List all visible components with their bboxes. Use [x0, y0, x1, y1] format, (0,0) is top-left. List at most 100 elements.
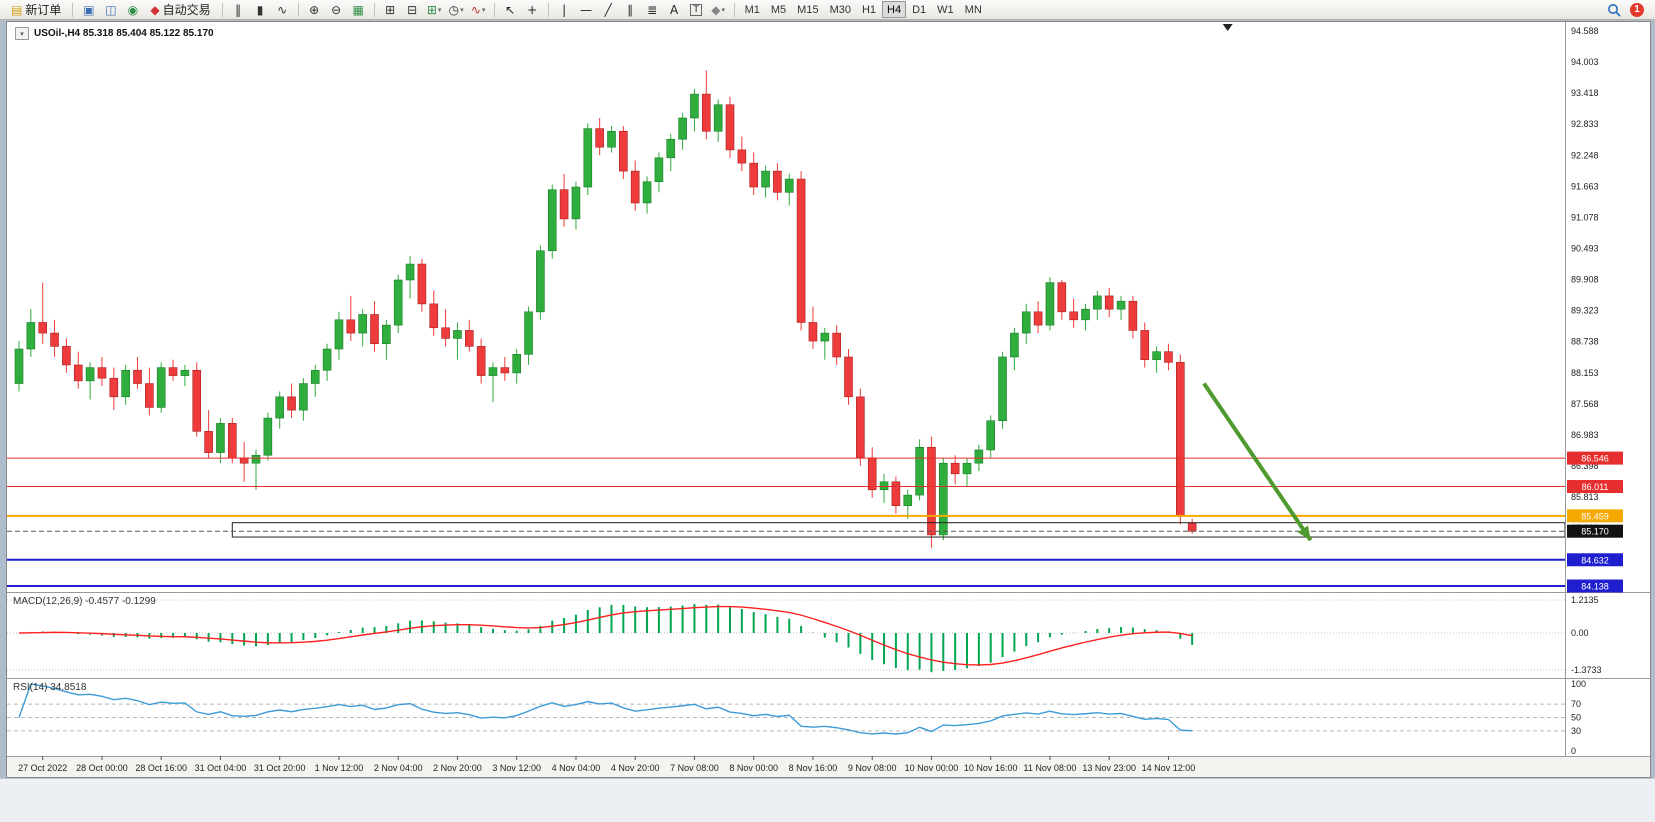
- svg-text:31 Oct 04:00: 31 Oct 04:00: [195, 763, 247, 773]
- svg-text:100: 100: [1571, 679, 1586, 689]
- price-badge-86.011: 86.011: [1567, 480, 1623, 494]
- svg-text:86.011: 86.011: [1582, 482, 1609, 492]
- line-chart-icon[interactable]: ∿: [272, 0, 293, 19]
- timeframe-m5[interactable]: M5: [770, 3, 787, 16]
- cursor-icon: ↖: [505, 2, 516, 17]
- svg-text:91.078: 91.078: [1571, 212, 1599, 222]
- timeframe-h1[interactable]: H1: [861, 3, 877, 16]
- svg-text:50: 50: [1571, 713, 1581, 723]
- new-order-icon: ▤: [11, 2, 23, 17]
- toolbar-right: 1: [1603, 0, 1650, 19]
- timeframe-d1[interactable]: D1: [912, 3, 927, 16]
- navigator-icon[interactable]: ◉: [122, 0, 143, 19]
- notification-badge[interactable]: 1: [1630, 2, 1644, 17]
- price-scale[interactable]: [1566, 22, 1650, 756]
- label-icon[interactable]: T: [686, 0, 707, 19]
- text-icon[interactable]: A: [664, 0, 685, 19]
- new-chart-icon[interactable]: ⊞ ▾: [424, 0, 445, 19]
- cursor-icon[interactable]: ↖: [500, 0, 521, 19]
- shapes-icon[interactable]: ◆ ▾: [708, 0, 729, 19]
- charts-profile-icon: ▣: [83, 2, 95, 17]
- charts-profile-icon[interactable]: ▣: [78, 0, 99, 19]
- svg-text:RSI(14) 34.8518: RSI(14) 34.8518: [13, 682, 87, 693]
- svg-text:84.138: 84.138: [1581, 581, 1609, 591]
- shapes-icon: ◆: [711, 2, 721, 17]
- fibonacci-icon: ≣: [647, 2, 658, 17]
- svg-text:9 Nov 08:00: 9 Nov 08:00: [848, 763, 897, 773]
- svg-text:11 Nov 08:00: 11 Nov 08:00: [1024, 763, 1077, 773]
- candlestick-chart-icon[interactable]: ▮: [250, 0, 271, 19]
- tile-windows-icon: ⊞: [385, 2, 396, 17]
- chevron-down-icon: ▾: [481, 5, 486, 14]
- svg-text:28 Oct 00:00: 28 Oct 00:00: [76, 763, 128, 773]
- svg-text:28 Oct 16:00: 28 Oct 16:00: [135, 763, 187, 773]
- auto-trading-button[interactable]: ◆ 自动交易: [144, 0, 216, 19]
- svg-text:87.568: 87.568: [1571, 399, 1599, 409]
- horizontal-line-icon[interactable]: —: [576, 0, 597, 19]
- timeframe-w1[interactable]: W1: [937, 3, 954, 16]
- period-clock-icon[interactable]: ◷ ▾: [446, 0, 467, 19]
- vertical-line-icon: |: [562, 2, 567, 17]
- cascade-windows-icon[interactable]: ⊟: [402, 0, 423, 19]
- market-watch-icon[interactable]: ◫: [100, 0, 121, 19]
- svg-text:10 Nov 16:00: 10 Nov 16:00: [964, 763, 1018, 773]
- crosshair-icon[interactable]: +: [522, 0, 543, 19]
- svg-text:27 Oct 2022: 27 Oct 2022: [18, 763, 67, 773]
- grid-icon[interactable]: ▦: [348, 0, 369, 19]
- svg-text:1.2135: 1.2135: [1571, 595, 1599, 605]
- svg-text:88.153: 88.153: [1571, 368, 1599, 378]
- auto-trading-icon: ◆: [150, 2, 160, 17]
- timeframe-m30[interactable]: M30: [829, 3, 851, 16]
- svg-text:94.003: 94.003: [1571, 57, 1599, 67]
- svg-text:13 Nov 23:00: 13 Nov 23:00: [1082, 763, 1136, 773]
- tile-windows-icon[interactable]: ⊞: [380, 0, 401, 19]
- timeframe-h4[interactable]: H4: [882, 1, 907, 18]
- trendline-icon[interactable]: ╱: [598, 0, 619, 19]
- channel-icon[interactable]: ∥: [620, 0, 641, 19]
- chart-window[interactable]: 94.588 94.003 93.418 92.833 92.248 91.663 91.0…: [6, 21, 1651, 778]
- market-watch-icon: ◫: [105, 2, 117, 17]
- svg-text:7 Nov 08:00: 7 Nov 08:00: [670, 763, 719, 773]
- vertical-line-icon[interactable]: |: [554, 0, 575, 19]
- indicators-icon[interactable]: ∿ ▾: [468, 0, 489, 19]
- zoom-out-icon[interactable]: ⊖: [326, 0, 347, 19]
- chart-canvas[interactable]: 94.588 94.003 93.418 92.833 92.248 91.663 91.0…: [7, 22, 1650, 777]
- zoom-in-icon[interactable]: ⊕: [304, 0, 325, 19]
- timeframe-m15[interactable]: M15: [797, 3, 819, 16]
- time-axis[interactable]: [7, 757, 1650, 777]
- new-order-button[interactable]: ▤ 新订单: [5, 0, 67, 19]
- search-button[interactable]: [1603, 0, 1624, 19]
- toolbar-separator: [493, 2, 495, 17]
- svg-text:1 Nov 12:00: 1 Nov 12:00: [315, 763, 364, 773]
- svg-text:4 Nov 04:00: 4 Nov 04:00: [552, 763, 601, 773]
- svg-text:0: 0: [1571, 746, 1576, 756]
- auto-trading-button-label: 自动交易: [162, 3, 211, 17]
- svg-text:93.418: 93.418: [1571, 88, 1599, 98]
- timeframe-mn[interactable]: MN: [964, 3, 982, 16]
- timeframe-m1[interactable]: M1: [744, 3, 760, 16]
- fibonacci-icon[interactable]: ≣: [642, 0, 663, 19]
- toolbar-separator: [373, 2, 375, 17]
- bar-chart-icon: ‖: [235, 2, 242, 17]
- toolbar-separator: [221, 2, 223, 17]
- svg-text:10 Nov 00:00: 10 Nov 00:00: [905, 763, 959, 773]
- trend-arrow[interactable]: [1202, 382, 1313, 542]
- toolbar-separator: [733, 2, 735, 17]
- svg-text:8 Nov 16:00: 8 Nov 16:00: [789, 763, 838, 773]
- svg-text:86.546: 86.546: [1581, 454, 1609, 464]
- svg-text:2 Nov 04:00: 2 Nov 04:00: [374, 763, 423, 773]
- svg-text:88.738: 88.738: [1571, 337, 1599, 347]
- svg-text:85.813: 85.813: [1571, 492, 1599, 502]
- svg-text:85.459: 85.459: [1581, 511, 1609, 521]
- period-clock-icon: ◷: [448, 2, 460, 17]
- bar-chart-icon[interactable]: ‖: [228, 0, 249, 19]
- toolbar: ▤ 新订单 ▣ ◫ ◉ ◆ 自动交易 ‖ ▮ ∿ ⊕ ⊖ ▦ ⊞ ⊟ ⊞ ▾ ◷ ▾ ∿ ▾ ↖ + | — ╱ ∥ ≣ A T ◆ ▾ M1 M…: [0, 0, 1655, 20]
- shift-marker-icon[interactable]: [1222, 24, 1233, 31]
- zoom-out-icon: ⊖: [331, 2, 342, 17]
- chevron-down-icon: ▾: [460, 5, 464, 14]
- svg-text:84.632: 84.632: [1581, 555, 1609, 565]
- svg-text:91.663: 91.663: [1571, 181, 1599, 191]
- toolbar-separator: [72, 2, 74, 17]
- one-click-trading-toggle[interactable]: ▾: [15, 27, 29, 40]
- cascade-windows-icon: ⊟: [407, 2, 418, 17]
